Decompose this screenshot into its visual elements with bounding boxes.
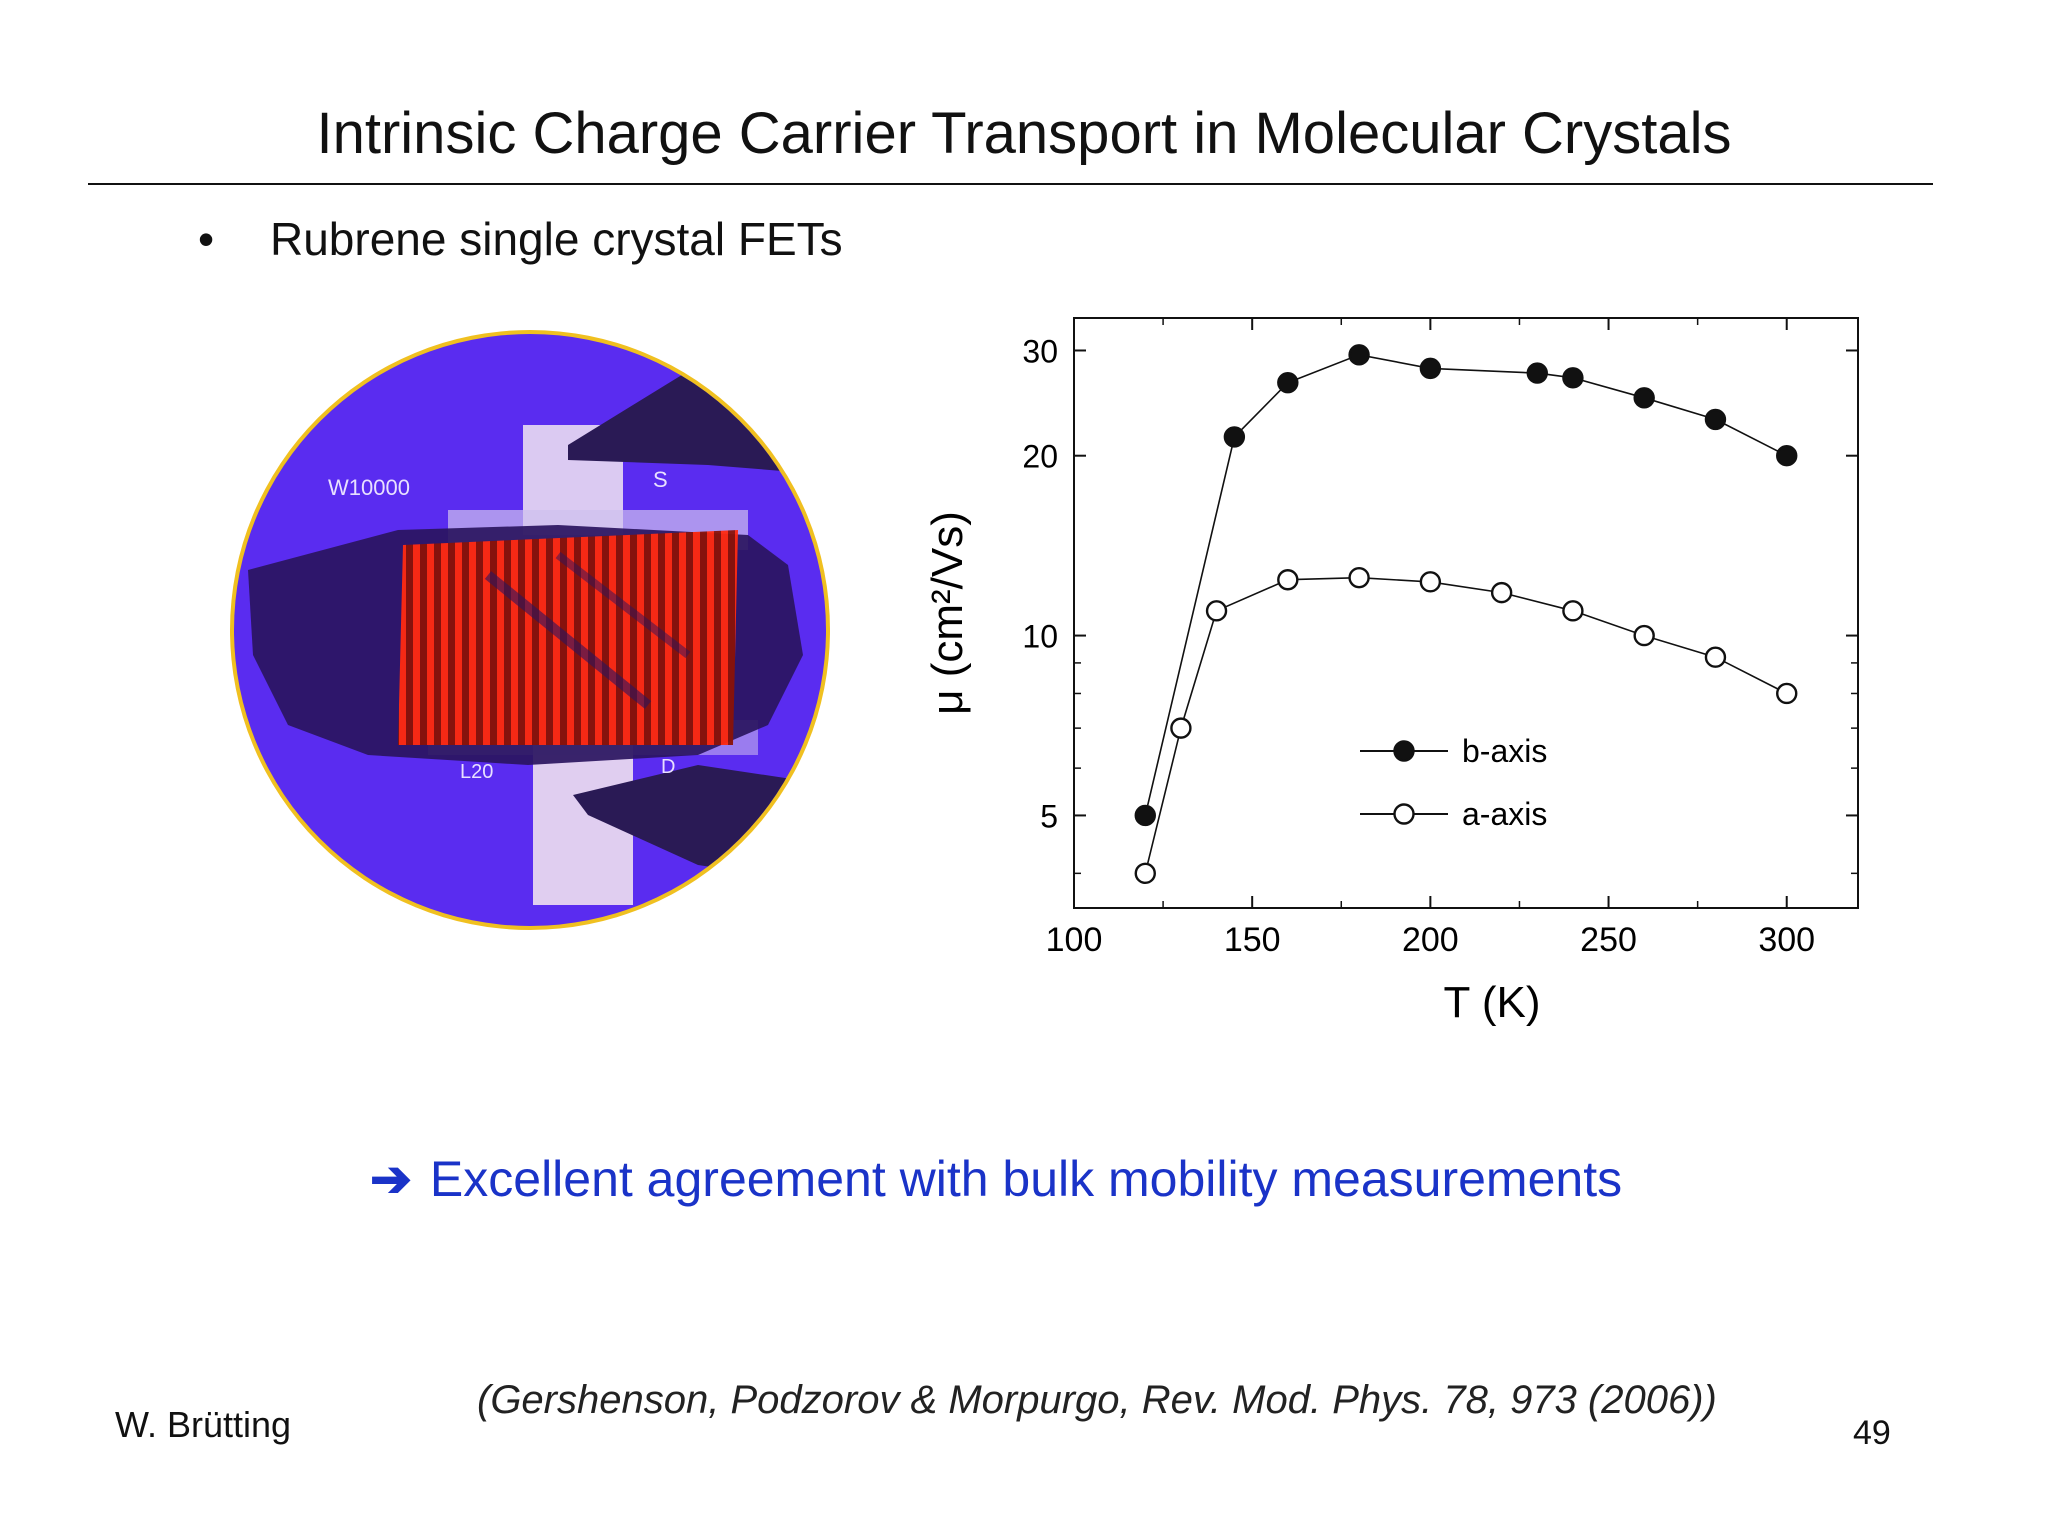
y-tick-label: 10 — [1022, 619, 1058, 655]
data-point-0 — [1419, 357, 1442, 380]
page-number: 49 — [1853, 1414, 1891, 1452]
photo-label-bottom-left: L20 — [460, 761, 493, 783]
data-point-1 — [1562, 600, 1584, 622]
data-point-1 — [1205, 600, 1228, 622]
x-tick-label: 150 — [1224, 921, 1281, 959]
y-tick-label: 5 — [1040, 798, 1058, 834]
y-tick-label: 30 — [1022, 333, 1058, 369]
data-point-0 — [1134, 804, 1156, 827]
x-tick-label: 200 — [1402, 921, 1459, 959]
citation: (Gershenson, Podzorov & Morpurgo, Rev. M… — [477, 1378, 1717, 1422]
data-point-0 — [1776, 444, 1798, 467]
data-point-0 — [1223, 426, 1246, 448]
device-photo-graphic: W10000 S L20 D — [230, 330, 830, 930]
x-axis-label: T (K) — [1444, 978, 1541, 1027]
data-point-1 — [1170, 717, 1192, 739]
legend-marker — [1393, 740, 1415, 762]
series-line-0 — [1144, 353, 1788, 816]
title-divider — [88, 183, 1933, 185]
bullet-item: • Rubrene single crystal FETs — [198, 212, 843, 266]
mobility-chart: 100 150 200 250 300 5 10 20 30 b-axis a-axis T (K… — [900, 305, 1900, 1065]
data-point-0 — [1277, 371, 1299, 394]
x-tick-label: 300 — [1758, 921, 1815, 959]
mobility-chart-svg: 100 150 200 250 300 5 10 20 30 b-axis a-axis T (K… — [923, 317, 1859, 1027]
data-point-1 — [1348, 566, 1370, 589]
data-point-0 — [1348, 344, 1370, 366]
legend-marker — [1393, 803, 1415, 825]
data-point-1 — [1776, 682, 1798, 705]
legend-label: b-axis — [1462, 733, 1547, 769]
y-tick-label: 20 — [1022, 439, 1058, 475]
author-name: W. Brütting — [115, 1404, 292, 1445]
data-point-1 — [1134, 862, 1156, 885]
conclusion-label: Excellent agreement with bulk mobility m… — [429, 1151, 1623, 1207]
data-point-1 — [1419, 571, 1442, 593]
legend-label: a-axis — [1462, 796, 1547, 832]
data-point-0 — [1562, 367, 1584, 389]
data-point-1 — [1490, 581, 1513, 604]
data-point-1 — [1277, 569, 1299, 591]
photo-label-top-right: S — [653, 467, 668, 492]
bullet-dot: • — [198, 213, 215, 265]
slide-title: Intrinsic Charge Carrier Transport in Mo… — [316, 101, 1732, 166]
data-point-1 — [1633, 624, 1655, 647]
arrow-icon: ➔ — [370, 1151, 412, 1207]
data-point-0 — [1526, 362, 1548, 384]
device-photo: W10000 S L20 D — [228, 325, 832, 935]
photo-label-bottom-right: D — [661, 756, 675, 778]
data-point-1 — [1704, 646, 1727, 668]
conclusion-text: ➔ Excellent agreement with bulk mobility … — [370, 1150, 1622, 1208]
x-tick-label: 100 — [1046, 921, 1103, 959]
bullet-text: Rubrene single crystal FETs — [270, 213, 843, 265]
y-axis-label: μ (cm²/Vs) — [923, 511, 972, 715]
data-point-0 — [1633, 387, 1655, 409]
plot-frame — [1073, 317, 1859, 909]
photo-label-top-left: W10000 — [328, 475, 410, 500]
x-tick-label: 250 — [1580, 921, 1637, 959]
data-point-0 — [1704, 408, 1727, 431]
